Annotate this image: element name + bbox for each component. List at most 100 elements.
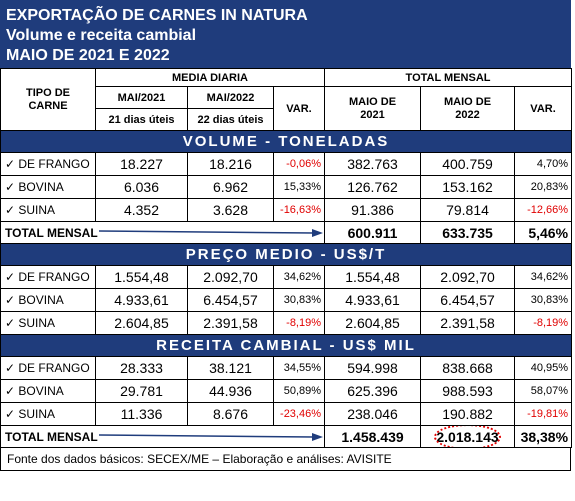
- data-row: ✓ DE FRANGO 28.333 38.121 34,55% 594.998 838.…: [0, 356, 573, 380]
- cell: 34,62%: [514, 265, 573, 289]
- section-title: RECEITA CAMBIAL - US$ MIL: [0, 334, 573, 357]
- cell: 4,70%: [514, 152, 573, 176]
- row-label: ✓ DE FRANGO: [0, 265, 96, 289]
- cell: 2.092,70: [187, 265, 274, 289]
- cell: 40,95%: [514, 356, 573, 380]
- subtitle: MAIO DE 2021 E 2022: [6, 47, 170, 64]
- cell: 34,55%: [272, 356, 326, 380]
- cell: 28.333: [95, 356, 188, 380]
- cell: 2.604,85: [95, 311, 188, 335]
- cell: 20,83%: [514, 175, 573, 199]
- cell: 50,89%: [272, 379, 326, 403]
- section-title: PREÇO MEDIO - US$/T: [0, 243, 573, 266]
- header-cell: TIPO DE CARNE: [0, 68, 96, 131]
- cell: 11.336: [95, 402, 188, 426]
- row-label: ✓ SUINA: [0, 402, 96, 426]
- cell: -0,06%: [272, 152, 326, 176]
- cell: 2.391,58: [420, 311, 516, 335]
- cell: 382.763: [324, 152, 422, 176]
- title: EXPORTAÇÃO DE CARNES IN NATURA: [6, 7, 308, 24]
- cell: 2.391,58: [187, 311, 274, 335]
- total-text: TOTAL MENSAL: [5, 429, 98, 444]
- data-row: ✓ BOVINA 6.036 6.962 15,33% 126.762 153.162 20…: [0, 175, 573, 199]
- header-cell: 22 dias úteis: [187, 108, 274, 131]
- row-label: ✓ BOVINA: [0, 175, 96, 199]
- header-cell: VAR.: [514, 86, 573, 131]
- cell: 1.554,48: [95, 265, 188, 289]
- row-label: ✓ SUINA: [0, 311, 96, 335]
- data-row: ✓ DE FRANGO 18.227 18.216 -0,06% 382.763 400.…: [0, 152, 573, 176]
- total-cell: 5,46%: [514, 221, 573, 244]
- total-value: 600.911: [347, 224, 398, 241]
- cell: 15,33%: [272, 175, 326, 199]
- total-value: 38,38%: [520, 428, 569, 445]
- row-label: ✓ BOVINA: [0, 288, 96, 312]
- cell: 44.936: [187, 379, 274, 403]
- section-row: PREÇO MEDIO - US$/T: [0, 243, 573, 266]
- total-cell: 633.735: [420, 221, 516, 244]
- row-label: ✓ BOVINA: [0, 379, 96, 403]
- cell: 4.933,61: [95, 288, 188, 312]
- cell: 625.396: [324, 379, 422, 403]
- header-cell: MAIO DE 2022: [420, 86, 516, 131]
- cell: 238.046: [324, 402, 422, 426]
- cell: 6.454,57: [187, 288, 274, 312]
- cell: 4.933,61: [324, 288, 422, 312]
- cell: 838.668: [420, 356, 516, 380]
- header-cell: 21 dias úteis: [95, 108, 188, 131]
- cell: -8,19%: [272, 311, 326, 335]
- row-label: ✓ SUINA: [0, 198, 96, 222]
- total-text: TOTAL MENSAL: [5, 225, 98, 240]
- section-row: RECEITA CAMBIAL - US$ MIL: [0, 334, 573, 357]
- header-text: TIPO DE CARNE: [25, 86, 70, 112]
- header-cell: TOTAL MENSAL: [324, 68, 573, 87]
- cell: 153.162: [420, 175, 516, 199]
- total-cell: 38,38%: [514, 425, 573, 448]
- total-label: TOTAL MENSAL: [0, 425, 326, 448]
- header-cell: MAIO DE 2021: [324, 86, 422, 131]
- data-row: ✓ SUINA 11.336 8.676 -23,46% 238.046 190.882-…: [0, 402, 573, 426]
- cell: 29.781: [95, 379, 188, 403]
- cell: 38.121: [187, 356, 274, 380]
- cell: 58,07%: [514, 379, 573, 403]
- header-cell: MEDIA DIARIA: [94, 68, 326, 87]
- cell: -16,63%: [272, 198, 326, 222]
- cell: 126.762: [324, 175, 422, 199]
- cell: 18.227: [95, 152, 188, 176]
- cell: 3.628: [187, 198, 274, 222]
- total-row: TOTAL MENSAL 600.911 633.735 5,46%: [0, 221, 573, 244]
- cell: 8.676: [187, 402, 274, 426]
- total-value: 1.458.439: [341, 428, 404, 445]
- header-text: MAIO DE 2021: [348, 95, 397, 121]
- title-block: EXPORTAÇÃO DE CARNES IN NATURA Volume e …: [0, 0, 571, 68]
- data-row: ✓ SUINA 2.604,85 2.391,58 -8,19% 2.604,85 2.3…: [0, 311, 573, 335]
- total-cell: 2.018.143: [420, 425, 516, 448]
- total-value: 633.735: [442, 224, 493, 241]
- cell: 91.386: [324, 198, 422, 222]
- section-row: VOLUME - TONELADAS: [0, 130, 573, 153]
- total-cell: 1.458.439: [324, 425, 422, 448]
- total-row: TOTAL MENSAL 1.458.439 2.018.143 38,38%: [0, 425, 573, 448]
- table: TIPO DE CARNE MEDIA DIARIA TOTAL MENSAL …: [0, 68, 573, 448]
- data-row: ✓ BOVINA 29.781 44.936 50,89% 625.396 988.593…: [0, 379, 573, 403]
- cell: 1.554,48: [324, 265, 422, 289]
- footer: Fonte dos dados básicos: SECEX/ME – Elab…: [0, 448, 571, 471]
- cell: 79.814: [420, 198, 516, 222]
- subtitle: Volume e receita cambial: [6, 27, 197, 44]
- cell: 6.962: [187, 175, 274, 199]
- cell: 6.454,57: [420, 288, 516, 312]
- cell: -8,19%: [514, 311, 573, 335]
- cell: 190.882: [420, 402, 516, 426]
- arrow: [99, 433, 323, 441]
- header-cell: VAR.: [272, 86, 326, 131]
- row-label: ✓ DE FRANGO: [0, 356, 96, 380]
- data-row: ✓ SUINA 4.352 3.628 -16,63% 91.386 79.814 -12,…: [0, 198, 573, 222]
- cell: 2.092,70: [420, 265, 516, 289]
- data-row: ✓ BOVINA 4.933,61 6.454,57 30,83% 4.933,61 6.…: [0, 288, 573, 312]
- total-value: 5,46%: [528, 224, 569, 241]
- cell: 2.604,85: [324, 311, 422, 335]
- header-text: MAIO DE 2022: [443, 95, 492, 121]
- cell: 400.759: [420, 152, 516, 176]
- total-cell: 600.911: [324, 221, 422, 244]
- cell: 30,83%: [514, 288, 573, 312]
